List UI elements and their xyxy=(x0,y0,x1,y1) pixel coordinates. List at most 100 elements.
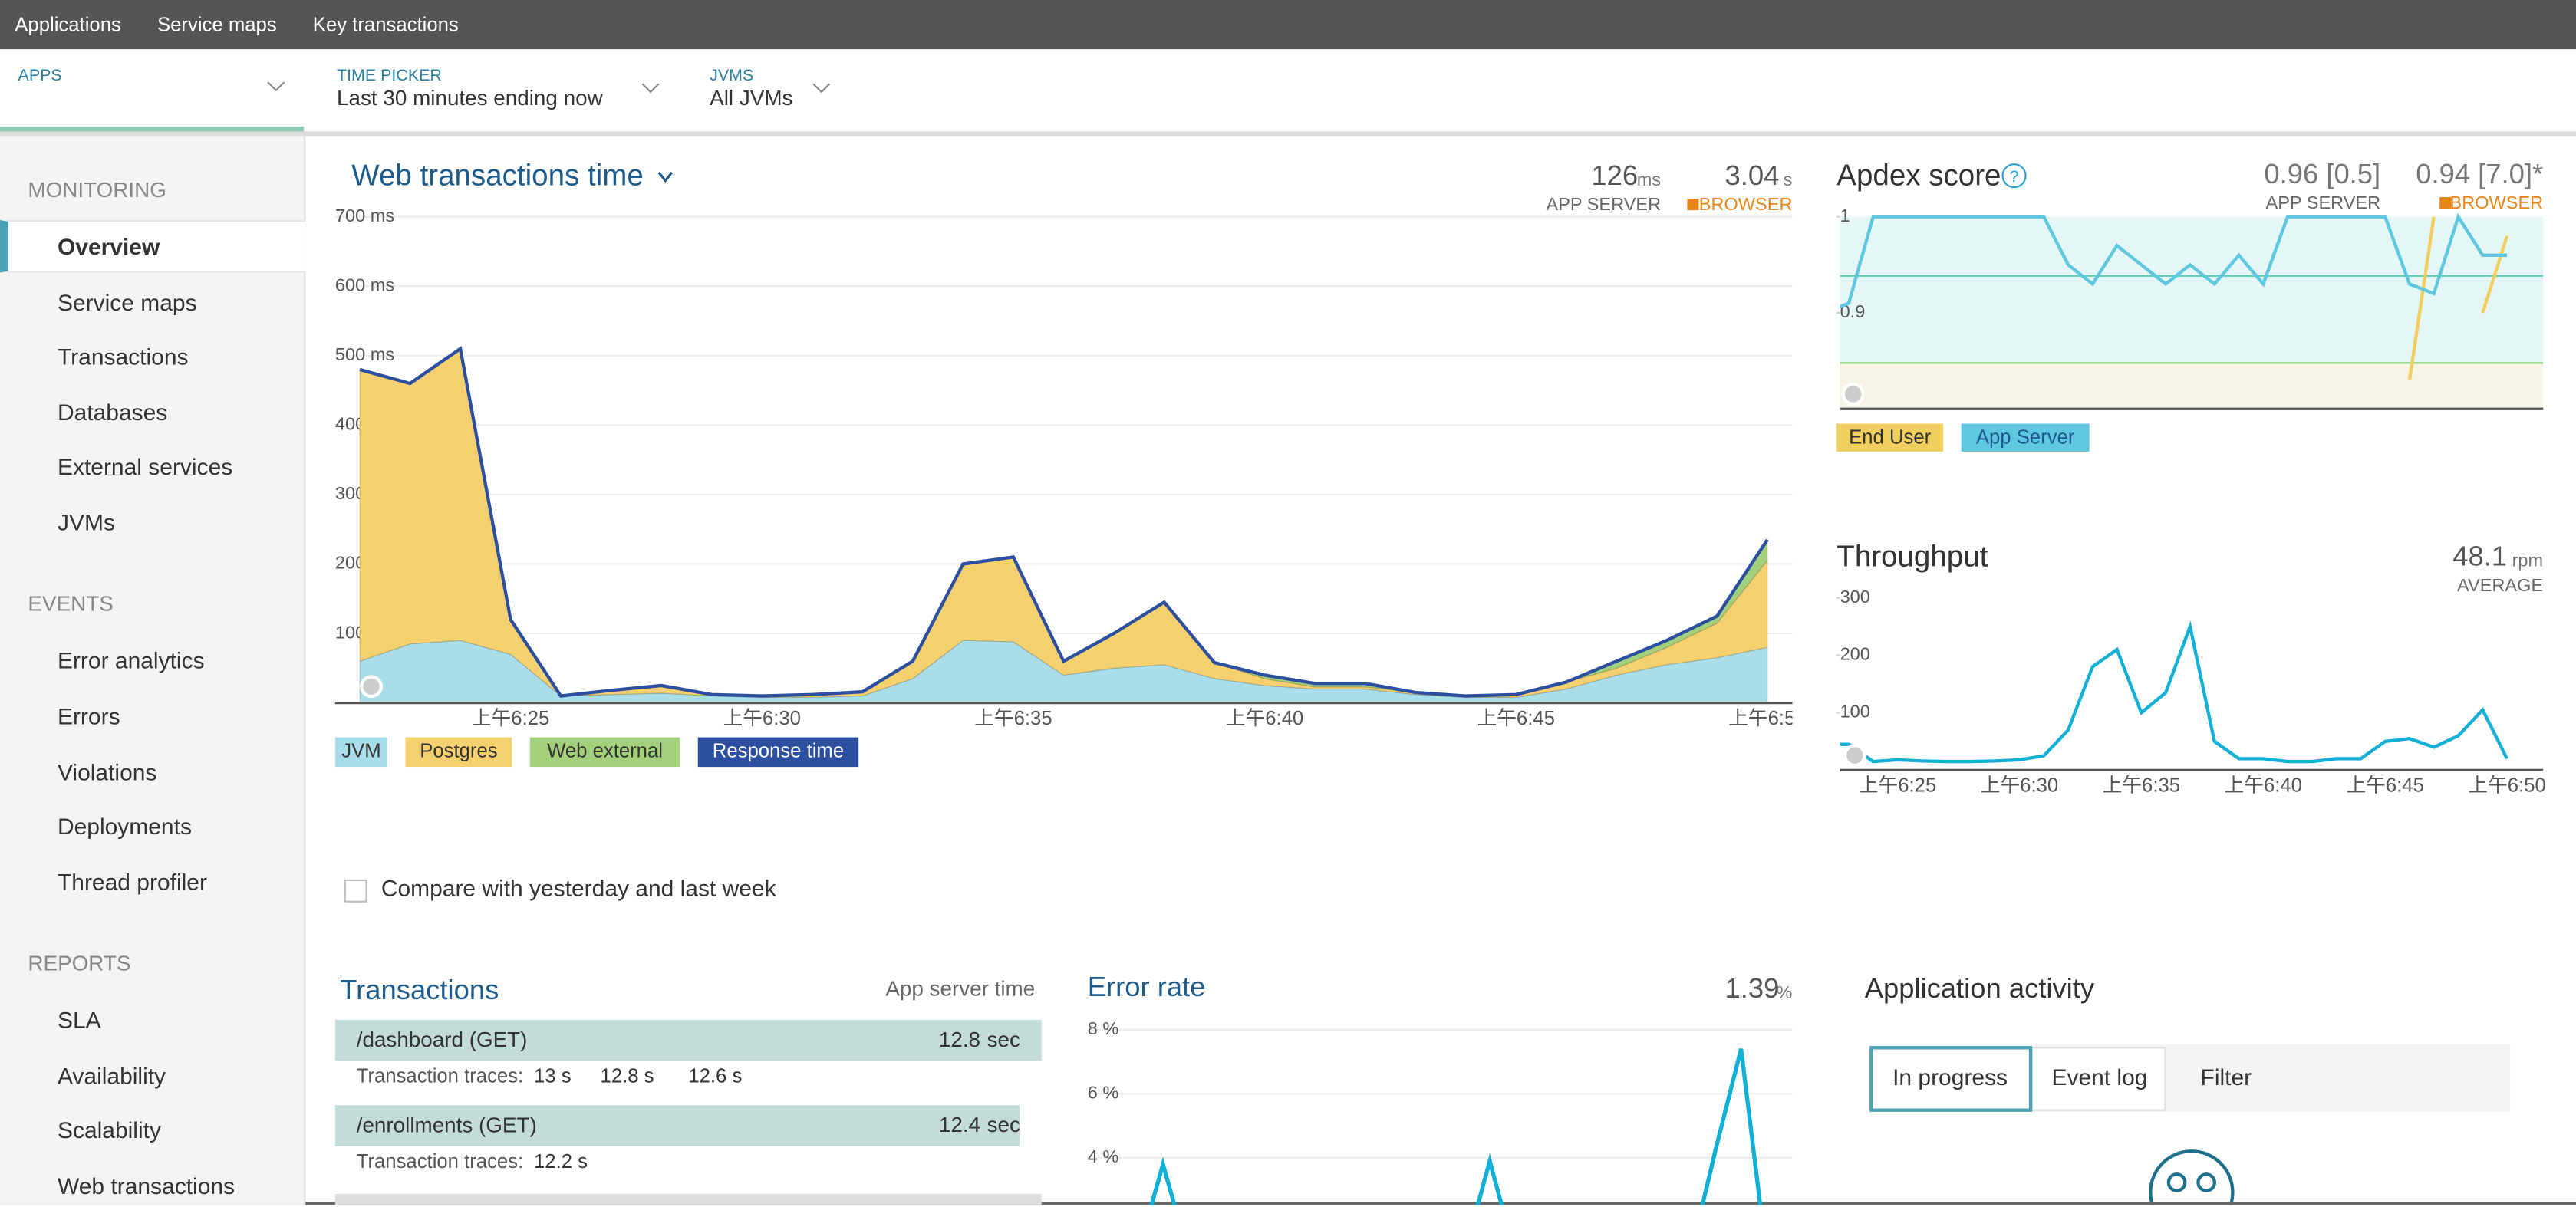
plot xyxy=(1840,620,2509,764)
nav-item[interactable]: Deployments xyxy=(57,813,192,840)
y-tick-label: 100 xyxy=(1840,702,1870,722)
summary-value: 0.94 [7.0]* xyxy=(2416,158,2543,189)
trace-link[interactable]: 12.8 s xyxy=(601,1066,654,1087)
x-tick-label: 上午6:50 xyxy=(2468,775,2545,797)
traces-label: Transaction traces: xyxy=(357,1151,523,1172)
active-bg xyxy=(0,219,306,273)
trace-link[interactable]: 12.6 s xyxy=(688,1066,742,1087)
nav-item[interactable]: Thread profiler xyxy=(57,868,207,895)
jvm-label: JVMS xyxy=(710,67,754,86)
tab-label[interactable]: In progress xyxy=(1892,1065,2008,1090)
line xyxy=(359,346,1769,698)
summary-label: AVERAGE xyxy=(2457,575,2543,595)
time-bar xyxy=(334,1105,1020,1146)
legend-swatch xyxy=(697,737,859,768)
legend-label: JVM xyxy=(341,741,380,762)
nav-item[interactable]: External services xyxy=(57,453,233,481)
legend-swatch xyxy=(1961,423,2090,452)
nav-link[interactable]: Service maps xyxy=(156,13,277,37)
line xyxy=(1840,620,2509,764)
top-nav: Applications Service maps Key transactions xyxy=(0,0,2576,50)
empty-icon xyxy=(2149,1149,2235,1205)
time-picker[interactable]: TIME PICKER Last 30 minutes ending now xyxy=(337,67,603,110)
x-tick-label: 上午6:45 xyxy=(2347,775,2424,797)
nav-item[interactable]: Violations xyxy=(57,758,157,784)
summary-value: 3.04 xyxy=(1725,160,1780,191)
legend-label: Web external xyxy=(547,741,663,762)
summary-value: 48.1 xyxy=(2452,541,2507,572)
x-tick-label: 上午6:40 xyxy=(2225,775,2302,797)
trace-link[interactable]: 13 s xyxy=(534,1066,572,1087)
y-tick-label: 6 % xyxy=(1088,1083,1119,1103)
tab-label[interactable]: Event log xyxy=(2051,1065,2147,1090)
section-heading: REPORTS xyxy=(28,951,131,976)
summary-unit: s xyxy=(1784,169,1793,189)
compare-checkbox[interactable] xyxy=(344,879,367,903)
nav-item[interactable]: Transactions xyxy=(57,343,189,370)
compare-label: Compare with yesterday and last week xyxy=(381,876,777,902)
nav-link[interactable]: Key transactions xyxy=(312,13,459,37)
apdex-band xyxy=(1840,363,2544,409)
jvm-picker[interactable]: JVMS All JVMs xyxy=(710,67,792,110)
transaction-time: 12.4 sec xyxy=(939,1113,1020,1136)
y-tick-label: 4 % xyxy=(1088,1146,1119,1166)
nav-item[interactable]: Databases xyxy=(57,398,168,426)
legend-swatch xyxy=(405,737,512,768)
traces-label: Transaction traces: xyxy=(357,1066,523,1087)
tab-label[interactable]: Filter xyxy=(2201,1065,2252,1090)
time-bar xyxy=(334,1019,1042,1061)
legend-swatch xyxy=(334,737,387,768)
nav-item[interactable]: Service maps xyxy=(57,288,197,315)
x-tick-label: 上午6:25 xyxy=(472,707,549,729)
summary-value: 1.39 xyxy=(1725,972,1780,1004)
line xyxy=(1149,1048,1763,1205)
y-tick-label: 1 xyxy=(1840,206,1850,225)
column-label: App server time xyxy=(885,977,1035,1001)
time-value: 12.8 xyxy=(939,1028,980,1051)
nav-item[interactable]: Availability xyxy=(57,1062,166,1089)
summary-label: BROWSER xyxy=(1699,194,1793,214)
nav-item[interactable]: Scalability xyxy=(57,1117,161,1144)
nav-item[interactable]: Web transactions xyxy=(57,1172,236,1199)
nav-item[interactable]: JVMs xyxy=(57,508,115,536)
nav-item[interactable]: Error analytics xyxy=(57,647,205,674)
summary-unit: ms xyxy=(1637,169,1661,189)
summary-value: 126 xyxy=(1591,160,1638,191)
sidebar: MONITORING Overview Service maps Transactio… xyxy=(0,136,306,1205)
time-label: TIME PICKER xyxy=(337,67,442,86)
legend-label: End User xyxy=(1849,427,1932,449)
marker-icon xyxy=(360,675,383,699)
legend-swatch xyxy=(529,737,680,768)
chevron xyxy=(812,83,831,94)
nav-item[interactable]: Errors xyxy=(57,702,120,729)
filter-bar: APPS TIME PICKER Last 30 minutes ending … xyxy=(0,49,2576,136)
chart-title: Web transactions time xyxy=(351,159,643,192)
plot xyxy=(1149,1048,1763,1205)
y-tick-label: 8 % xyxy=(1088,1018,1119,1038)
tab[interactable] xyxy=(2031,1047,2166,1111)
x-tick-label: 上午6:35 xyxy=(2103,775,2180,797)
x-tick-label: 上午6:45 xyxy=(1477,707,1555,729)
y-tick-label: 600 ms xyxy=(335,275,394,294)
section-heading: EVENTS xyxy=(28,591,114,617)
legend-swatch xyxy=(1836,423,1944,452)
marker-icon xyxy=(1843,744,1866,768)
legend-label: Postgres xyxy=(420,741,497,762)
chevron[interactable] xyxy=(657,171,674,183)
section-heading: MONITORING xyxy=(28,177,166,202)
apps-picker[interactable]: APPS xyxy=(0,49,305,132)
nav-item[interactable]: SLA xyxy=(57,1007,101,1034)
line xyxy=(1840,212,2508,309)
nav-link[interactable]: Applications xyxy=(15,13,121,37)
trace-link[interactable]: 12.2 s xyxy=(534,1151,588,1172)
x-tick-label: 上午6:35 xyxy=(974,707,1052,729)
panel-title: Application activity xyxy=(1865,972,2095,1004)
help-icon[interactable] xyxy=(2001,163,2027,189)
tab-active[interactable] xyxy=(1869,1046,2033,1112)
summary-label: APP SERVER xyxy=(1546,194,1661,214)
legend-label: App Server xyxy=(1976,427,2075,449)
transaction-name: /dashboard (GET) xyxy=(357,1028,528,1051)
nav-item[interactable]: Overview xyxy=(57,233,160,260)
apdex-band xyxy=(1840,216,2544,363)
